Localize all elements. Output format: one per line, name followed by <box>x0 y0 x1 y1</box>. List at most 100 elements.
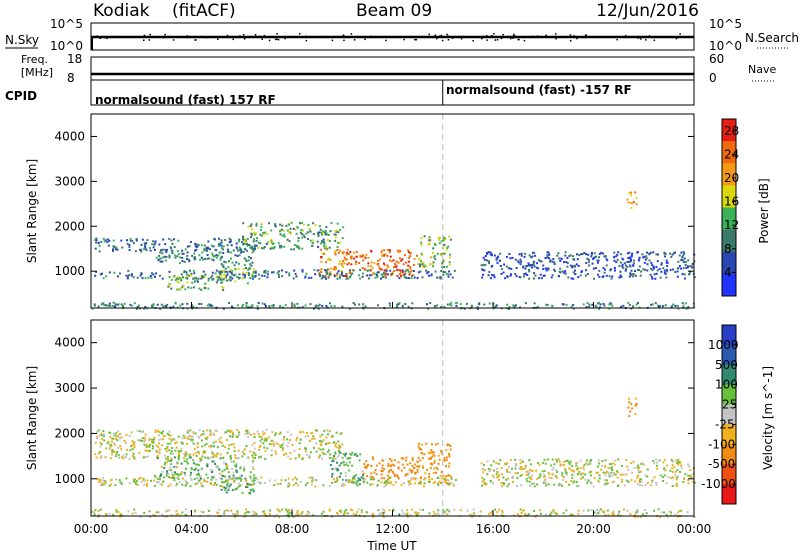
echo-cell <box>689 270 692 273</box>
echo-cell <box>518 253 521 256</box>
nsky-point <box>545 34 547 37</box>
echo-cell <box>606 481 609 484</box>
echo-cell <box>241 305 244 308</box>
echo-cell <box>158 243 161 246</box>
echo-cell <box>302 457 305 460</box>
echo-cell <box>116 439 119 442</box>
echo-cell <box>135 480 138 483</box>
echo-cell <box>241 492 244 495</box>
echo-cell <box>293 449 296 452</box>
echo-cell <box>575 462 578 465</box>
echo-cell <box>346 481 349 483</box>
echo-cell <box>685 266 688 269</box>
echo-cell <box>449 448 452 451</box>
echo-cell <box>269 247 272 250</box>
echo-cell <box>128 274 131 277</box>
echo-cell <box>108 445 111 448</box>
echo-cell <box>257 432 260 435</box>
echo-cell <box>615 470 618 473</box>
echo-cell <box>164 255 167 258</box>
echo-cell <box>196 280 199 283</box>
echo-cell <box>448 270 450 273</box>
echo-cell <box>144 277 147 280</box>
echo-cell <box>213 475 216 478</box>
echo-cell <box>563 463 566 466</box>
echo-cell <box>155 511 158 514</box>
echo-cell <box>137 439 140 442</box>
echo-cell <box>352 481 355 483</box>
echo-cell <box>424 476 427 479</box>
echo-cell <box>307 435 310 438</box>
echo-cell <box>155 451 158 454</box>
echo-cell <box>628 251 631 254</box>
echo-cell <box>311 245 314 247</box>
echo-cell <box>564 251 567 254</box>
nsky-point <box>555 33 557 35</box>
echo-cell <box>229 279 232 282</box>
echo-cell <box>663 269 666 272</box>
echo-cell <box>630 259 633 261</box>
echo-cell <box>264 269 267 272</box>
echo-cell <box>217 446 220 449</box>
echo-cell <box>435 466 438 469</box>
echo-cell <box>96 478 99 481</box>
colorbar-segment <box>722 251 736 275</box>
echo-cell <box>564 254 567 257</box>
nsky-point <box>461 35 464 38</box>
echo-cell <box>316 240 319 243</box>
echo-cell <box>249 489 252 492</box>
echo-cell <box>201 275 204 277</box>
echo-cell <box>251 233 253 236</box>
echo-cell <box>401 269 404 272</box>
echo-cell <box>514 273 517 275</box>
echo-cell <box>638 471 641 474</box>
echo-cell <box>443 478 446 481</box>
echo-cell <box>501 510 504 512</box>
echo-cell <box>485 259 488 262</box>
echo-cell <box>351 272 354 275</box>
echo-cell <box>560 257 563 260</box>
echo-cell <box>98 250 101 253</box>
echo-cell <box>626 198 629 201</box>
colorbar-segment <box>722 229 736 253</box>
echo-cell <box>198 429 201 432</box>
echo-cell <box>427 270 430 273</box>
echo-cell <box>337 270 340 273</box>
nsky-point <box>482 35 484 38</box>
echo-cell <box>110 479 113 482</box>
echo-cell <box>429 256 432 259</box>
echo-cell <box>162 430 165 433</box>
echo-cell <box>165 450 168 453</box>
echo-cell <box>325 304 328 307</box>
echo-cell <box>120 456 123 459</box>
echo-cell <box>329 453 332 456</box>
echo-cell <box>231 261 234 264</box>
echo-cell <box>241 455 244 458</box>
freq-tick-top: 18 <box>67 52 82 66</box>
nsky-point <box>284 37 286 40</box>
echo-cell <box>216 511 219 514</box>
echo-cell <box>519 458 522 461</box>
echo-cell <box>126 448 128 451</box>
echo-cell <box>159 260 162 263</box>
nsky-point <box>268 39 271 42</box>
echo-cell <box>298 453 301 456</box>
nsky-tick-top: 10^5 <box>50 17 83 31</box>
echo-cell <box>262 232 265 235</box>
colorbar-tick-label: 12 <box>724 218 739 232</box>
echo-cell <box>253 238 255 241</box>
echo-cell <box>276 508 279 511</box>
echo-cell <box>168 283 171 286</box>
echo-cell <box>158 431 161 433</box>
echo-cell <box>660 270 663 273</box>
echo-cell <box>508 465 511 468</box>
echo-cell <box>166 472 169 475</box>
echo-cell <box>496 511 499 513</box>
echo-cell <box>502 271 505 274</box>
echo-cell <box>577 512 580 515</box>
echo-cell <box>361 470 364 473</box>
echo-cell <box>212 445 215 448</box>
echo-cell <box>399 250 402 253</box>
echo-cell <box>220 441 223 444</box>
echo-cell <box>274 434 277 436</box>
